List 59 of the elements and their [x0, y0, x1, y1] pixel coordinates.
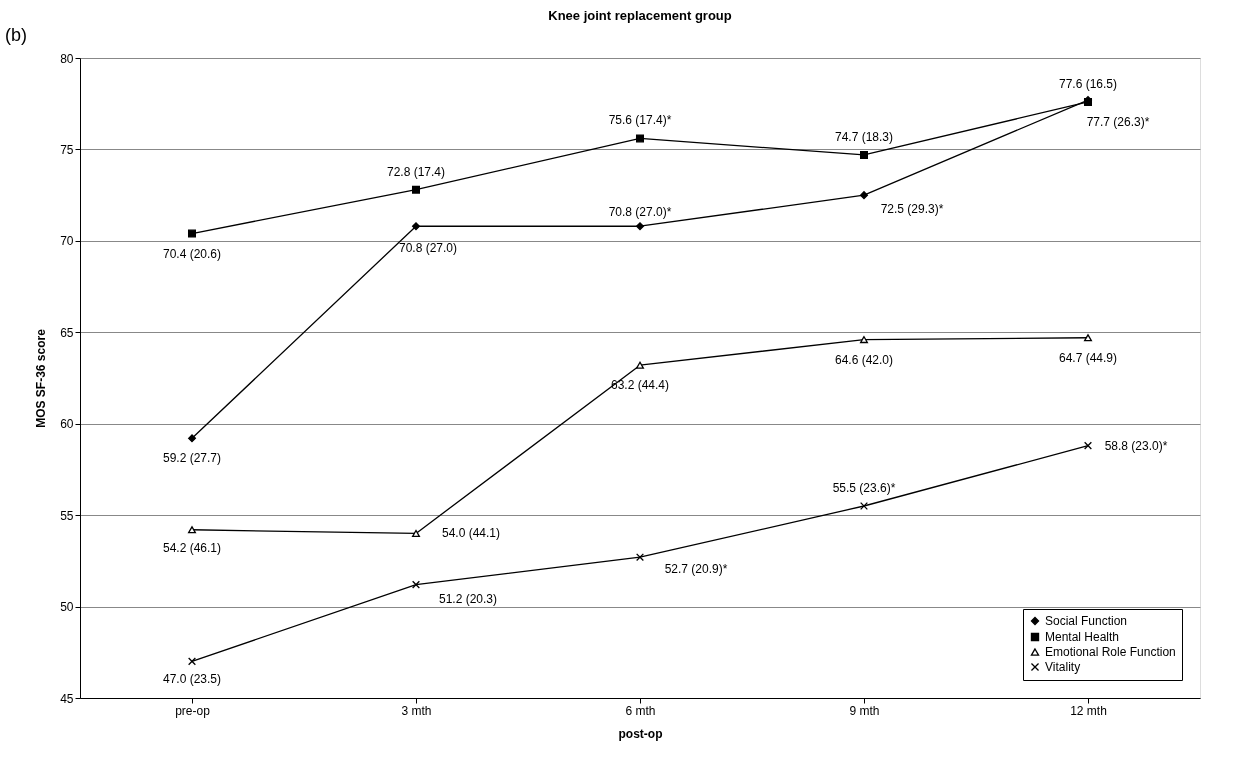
x-tick-label: 9 mth: [849, 703, 880, 718]
data-label: 54.2 (46.1): [162, 540, 222, 555]
point: [636, 361, 644, 369]
x-tick-label: 6 mth: [625, 703, 656, 718]
data-label: 70.8 (27.0): [398, 241, 458, 256]
x-tick-label: pre-op: [175, 703, 211, 718]
data-label: 55.5 (23.6)*: [832, 481, 896, 495]
data-label: 59.2 (27.7): [162, 451, 222, 466]
legend-label: Mental Health: [1045, 630, 1120, 644]
point: [188, 434, 196, 443]
data-label: 58.8 (23.0)*: [1104, 438, 1168, 453]
data-label: 51.2 (20.3): [438, 591, 498, 606]
legend-label: Emotional Role Function: [1045, 645, 1176, 659]
point: [188, 526, 196, 534]
data-label: 64.7 (44.9): [1058, 350, 1118, 365]
x-axis-title: post-op: [618, 726, 663, 741]
x-tick-label: 12 mth: [1070, 703, 1107, 718]
data-label: 54.0 (44.1): [441, 526, 501, 541]
data-label: 72.8 (17.4): [386, 164, 446, 179]
data-label: 77.7 (26.3)*: [1086, 115, 1150, 130]
y-tick-label: 55: [60, 508, 74, 523]
point: [636, 134, 644, 143]
point: [412, 529, 420, 537]
data-label: 47.0 (23.5): [162, 672, 222, 687]
data-label: 77.6 (16.5): [1058, 76, 1118, 91]
x-tick-label: 3 mth: [401, 703, 432, 718]
point: [636, 222, 644, 231]
data-label: 52.7 (20.9)*: [664, 562, 728, 577]
point: [636, 553, 644, 562]
y-axis-title: MOS SF-36 score: [34, 328, 49, 428]
point: [412, 222, 420, 231]
data-label: 70.8 (27.0)*: [608, 205, 672, 220]
point: [1084, 441, 1092, 450]
chart-title: Knee joint replacement group: [548, 8, 732, 23]
text: (b): [5, 25, 27, 45]
point: [1084, 334, 1092, 342]
y-tick-label: 60: [60, 417, 74, 432]
point: [860, 502, 868, 510]
y-tick-label: 80: [60, 51, 74, 66]
y-tick-label: 50: [60, 600, 74, 615]
point: [188, 657, 196, 666]
data-label: 74.7 (18.3): [834, 129, 894, 144]
y-tick-label: 75: [60, 142, 74, 157]
data-label: 64.6 (42.0): [834, 352, 894, 367]
data-label: 70.4 (20.6): [162, 246, 222, 261]
data-label: 75.6 (17.4)*: [608, 113, 672, 128]
y-tick-label: 45: [60, 691, 74, 706]
point: [860, 191, 868, 200]
legend-label: Social Function: [1045, 614, 1128, 628]
point: [860, 150, 868, 159]
point: [412, 580, 420, 589]
data-label: 72.5 (29.3)*: [880, 202, 944, 217]
legend-label: Vitality: [1045, 660, 1081, 674]
point: [860, 336, 868, 344]
y-tick-label: 70: [60, 234, 74, 249]
y-tick-label: 65: [60, 325, 74, 340]
point: [188, 229, 196, 238]
point: [412, 185, 420, 194]
data-label: 63.2 (44.4): [610, 378, 670, 393]
